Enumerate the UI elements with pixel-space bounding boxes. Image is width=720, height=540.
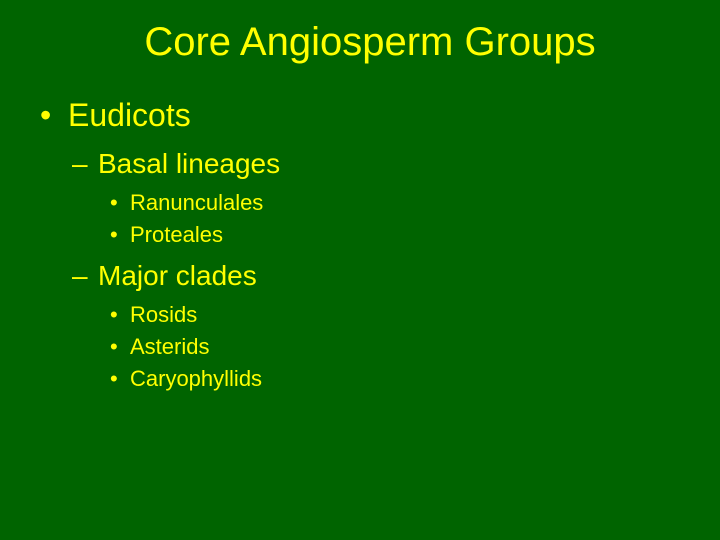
level3-list-clades: Rosids Asterids Caryophyllids: [98, 302, 720, 392]
l3-item: Caryophyllids: [108, 366, 720, 392]
level2-list: Basal lineages Ranunculales Proteales Ma…: [68, 148, 720, 392]
l3-item: Asterids: [108, 334, 720, 360]
l3-item: Rosids: [108, 302, 720, 328]
level3-list-basal: Ranunculales Proteales: [98, 190, 720, 248]
l2-heading: Basal lineages: [98, 148, 280, 179]
l2-item-major-clades: Major clades Rosids Asterids Caryophylli…: [72, 260, 720, 392]
l1-label: Eudicots: [68, 97, 191, 133]
l3-item: Ranunculales: [108, 190, 720, 216]
l2-heading: Major clades: [98, 260, 257, 291]
level1-list: Eudicots Basal lineages Ranunculales Pro…: [0, 97, 720, 392]
l1-item-eudicots: Eudicots Basal lineages Ranunculales Pro…: [38, 97, 720, 392]
l3-item: Proteales: [108, 222, 720, 248]
slide-title: Core Angiosperm Groups: [0, 20, 720, 65]
l2-item-basal-lineages: Basal lineages Ranunculales Proteales: [72, 148, 720, 248]
slide: Core Angiosperm Groups Eudicots Basal li…: [0, 0, 720, 540]
